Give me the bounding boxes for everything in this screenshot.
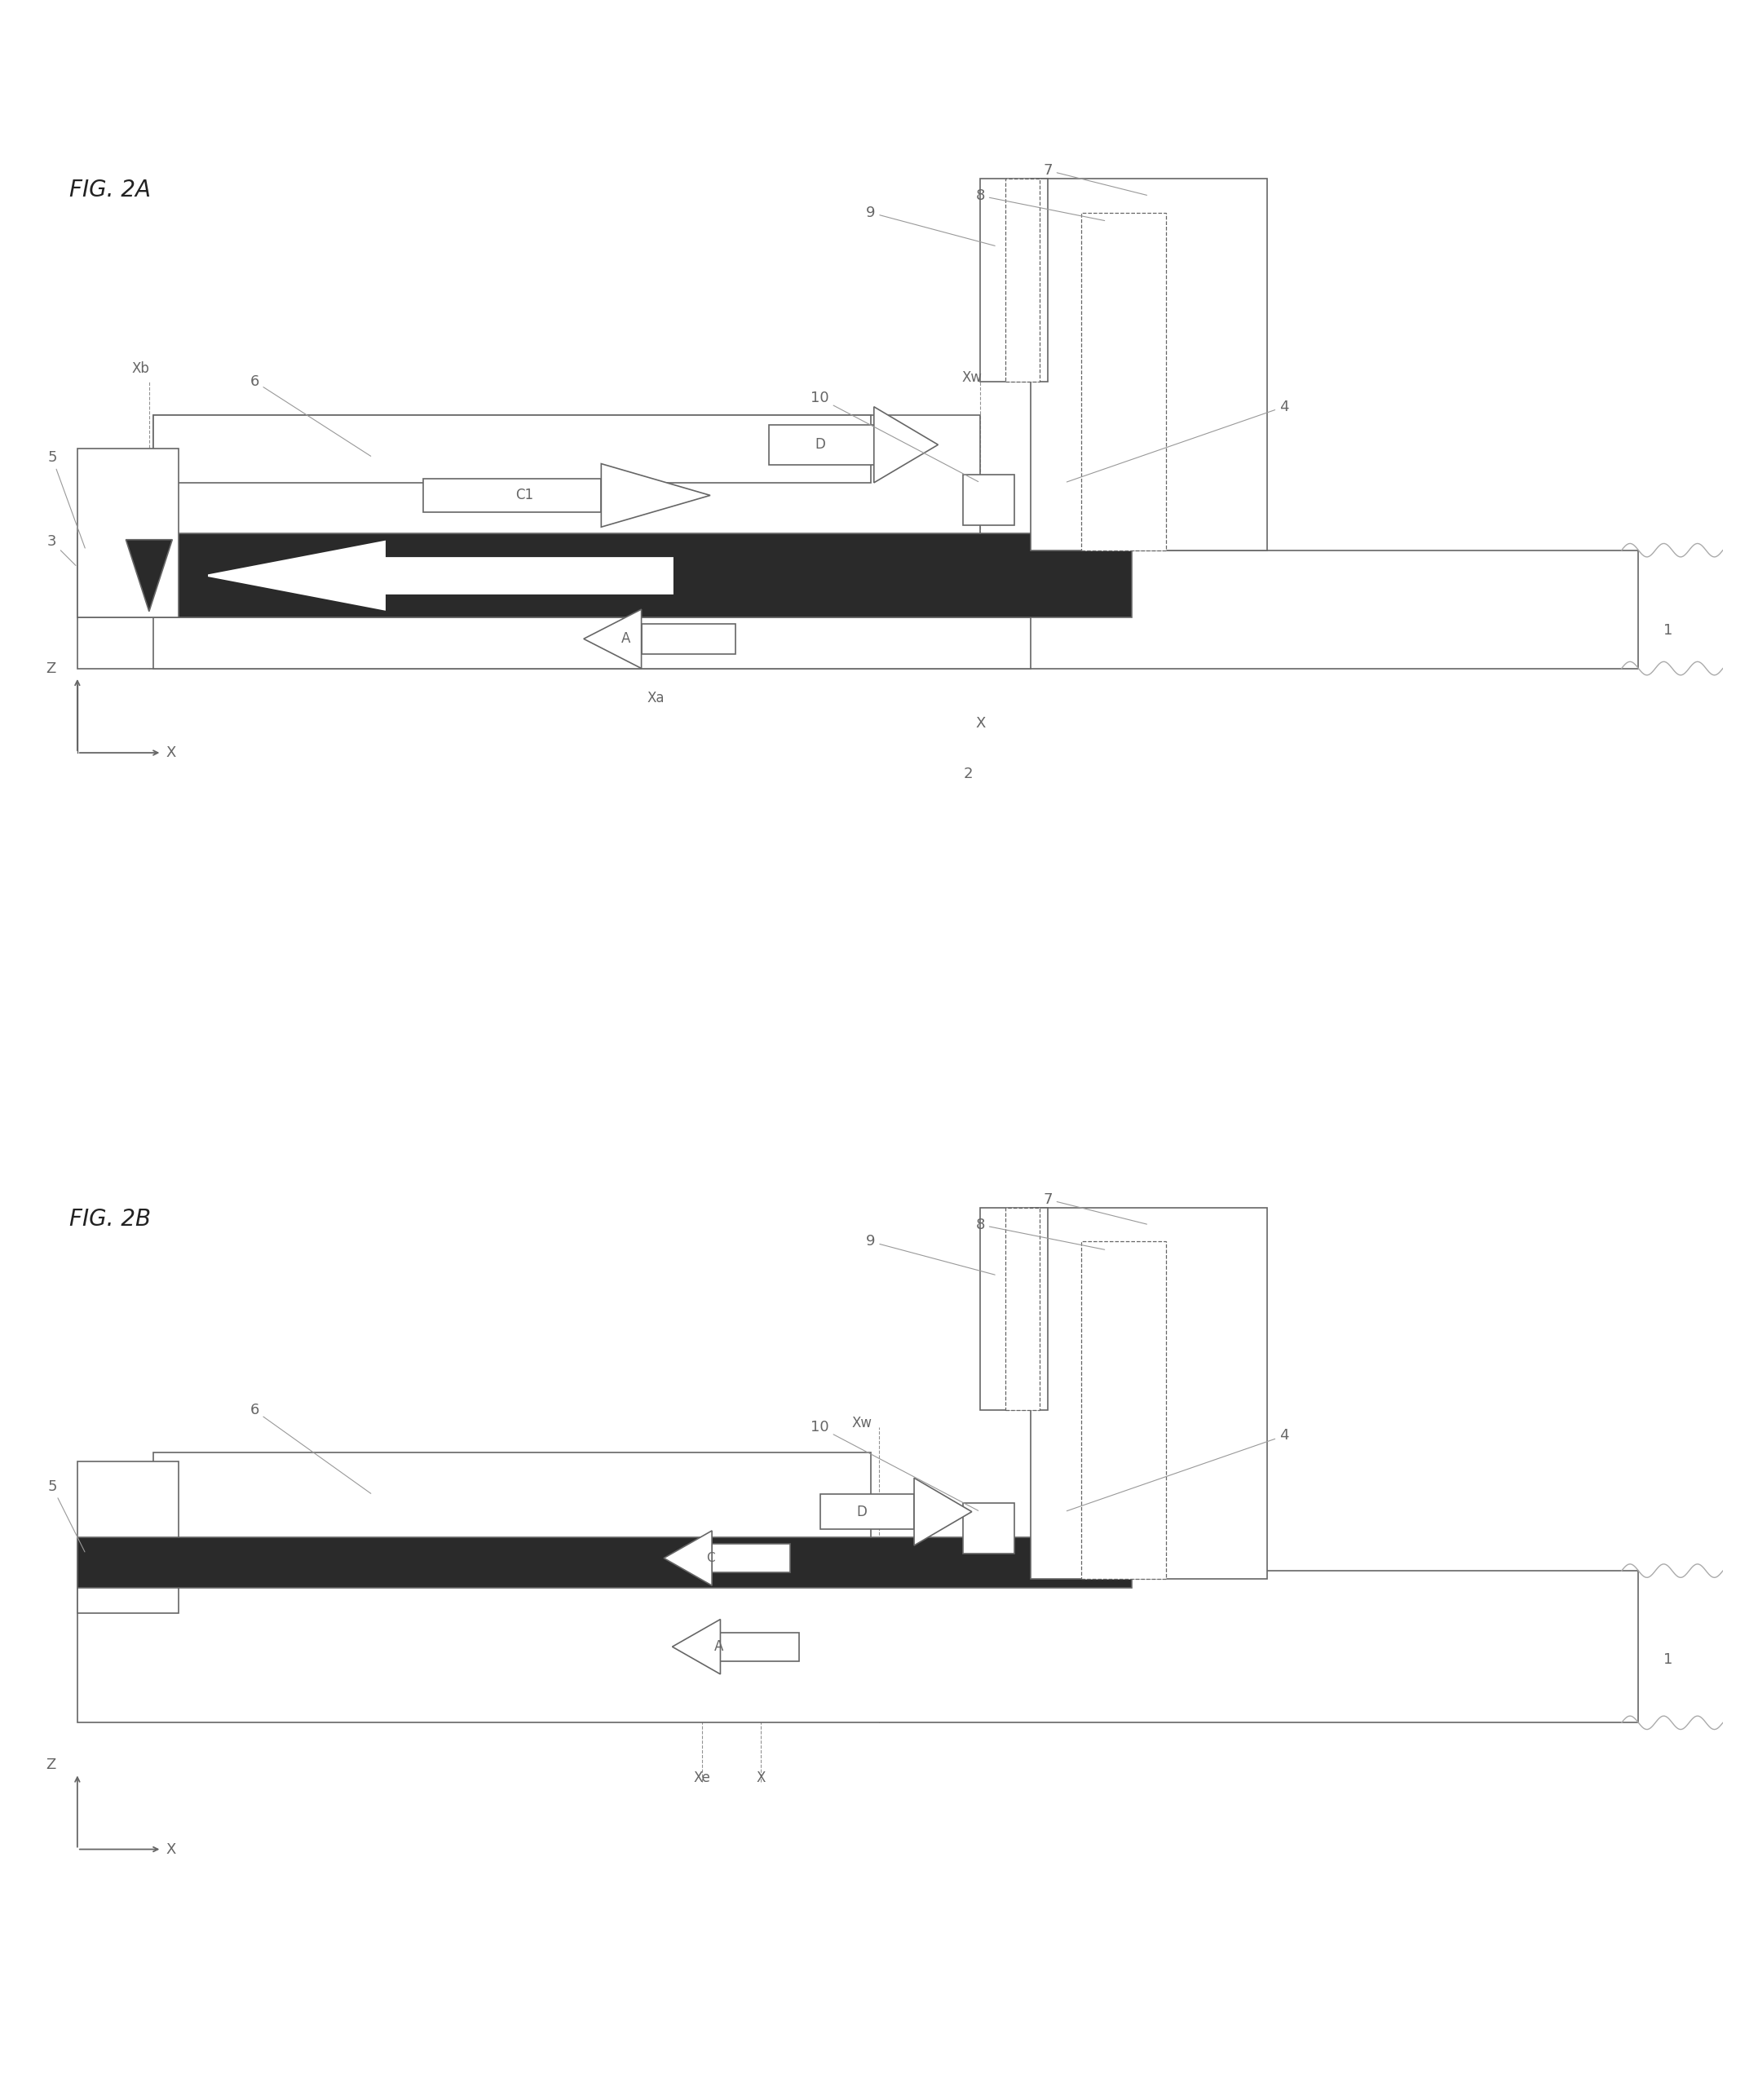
Text: Xa: Xa	[647, 691, 665, 706]
Text: 8: 8	[976, 189, 1104, 220]
Text: 4: 4	[1067, 399, 1289, 483]
Text: X: X	[165, 1842, 176, 1856]
Bar	[981, 1207, 1048, 1411]
Bar	[77, 1537, 1132, 1588]
Text: 10: 10	[810, 1420, 977, 1510]
Text: 6: 6	[250, 374, 371, 456]
Bar	[153, 617, 1030, 668]
Bar	[153, 1453, 870, 1554]
Bar	[385, 559, 672, 592]
Bar	[819, 1493, 914, 1529]
Text: 9: 9	[867, 1235, 995, 1275]
Text: 7: 7	[1042, 164, 1146, 195]
Bar	[153, 416, 981, 533]
Text: X: X	[976, 716, 984, 731]
Text: 6: 6	[250, 1403, 371, 1493]
Bar	[1081, 212, 1166, 550]
Bar	[424, 479, 601, 512]
Text: 1: 1	[1663, 624, 1674, 638]
Polygon shape	[584, 609, 642, 668]
Bar	[642, 624, 735, 655]
Text: Z: Z	[46, 662, 56, 676]
Bar	[981, 179, 1048, 382]
Text: 2: 2	[963, 766, 972, 781]
Text: 7: 7	[1042, 1193, 1146, 1224]
Polygon shape	[127, 540, 172, 611]
Bar	[1006, 1207, 1039, 1411]
Bar	[1081, 1241, 1166, 1579]
Text: D: D	[814, 437, 825, 452]
Bar	[153, 416, 870, 483]
Bar	[1006, 179, 1039, 382]
Text: Xw: Xw	[853, 1415, 872, 1430]
Text: A: A	[621, 632, 631, 647]
Bar	[77, 533, 1132, 617]
Text: 3: 3	[47, 533, 76, 565]
Polygon shape	[874, 407, 939, 483]
Text: 9: 9	[867, 206, 995, 246]
Text: C1: C1	[515, 487, 534, 502]
Bar	[963, 475, 1014, 525]
Text: C: C	[707, 1552, 714, 1564]
Text: 4: 4	[1067, 1428, 1289, 1512]
Bar	[721, 1632, 798, 1661]
Polygon shape	[672, 1619, 721, 1674]
Bar	[1030, 179, 1268, 550]
Polygon shape	[665, 1531, 712, 1586]
Text: 1: 1	[1663, 1653, 1674, 1667]
Text: 5: 5	[47, 449, 84, 548]
Polygon shape	[207, 542, 385, 609]
Text: Xw: Xw	[962, 370, 983, 384]
Text: X: X	[756, 1770, 765, 1785]
Bar	[77, 550, 1638, 668]
Text: D: D	[856, 1504, 867, 1518]
Text: Xb: Xb	[132, 361, 149, 376]
Bar	[77, 1571, 1638, 1722]
Polygon shape	[914, 1478, 972, 1546]
Text: B1: B1	[331, 573, 348, 588]
Text: Xe: Xe	[693, 1770, 710, 1785]
Text: X: X	[165, 746, 176, 760]
Text: 5: 5	[47, 1478, 84, 1552]
Text: Z: Z	[46, 1758, 56, 1772]
Text: FIG. 2A: FIG. 2A	[69, 179, 151, 202]
Bar	[77, 1462, 179, 1613]
Polygon shape	[601, 464, 710, 527]
Text: 10: 10	[810, 391, 977, 481]
Bar	[712, 1544, 791, 1573]
Text: 8: 8	[976, 1218, 1104, 1250]
Bar	[770, 424, 874, 464]
Text: A: A	[714, 1640, 723, 1655]
Bar	[1030, 1207, 1268, 1579]
Bar	[77, 449, 179, 617]
Text: FIG. 2B: FIG. 2B	[69, 1207, 151, 1231]
Bar	[963, 1504, 1014, 1554]
